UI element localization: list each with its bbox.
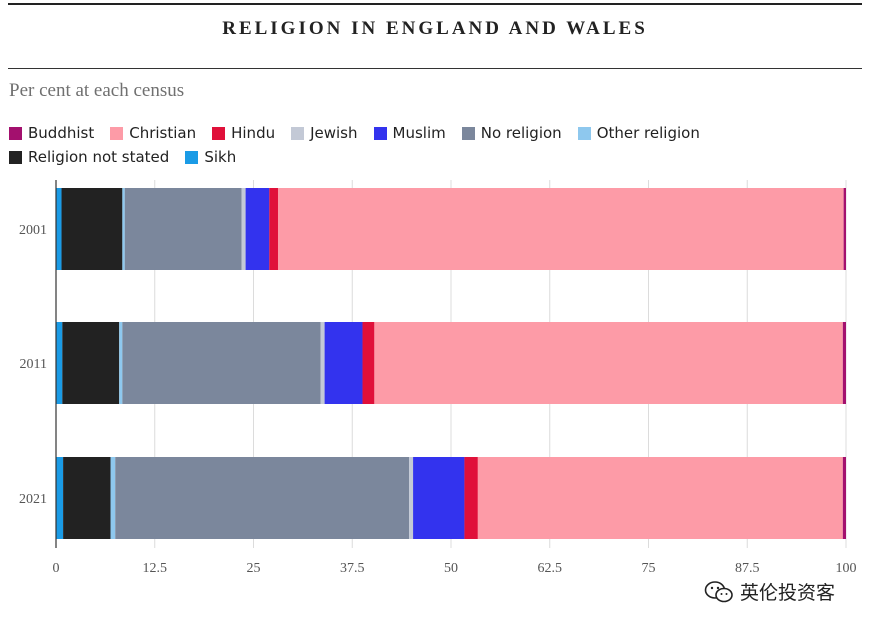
y-tick-label: 2011 bbox=[20, 357, 47, 372]
title-rule bbox=[8, 68, 862, 69]
bar-segment-2011-jewish bbox=[320, 322, 325, 404]
watermark: 英伦投资客 bbox=[700, 576, 840, 607]
legend-swatch-muslim bbox=[373, 126, 387, 140]
x-tick-label: 87.5 bbox=[735, 561, 760, 576]
legend-label: Other religion bbox=[596, 124, 700, 142]
chart-title: RELIGION IN ENGLAND AND WALES bbox=[222, 18, 648, 39]
bar-segment-2021-muslim bbox=[413, 457, 465, 539]
legend-item-other-religion: Other religion bbox=[577, 124, 700, 142]
x-tick-label: 100 bbox=[836, 561, 857, 576]
legend-item-christian: Christian bbox=[110, 124, 196, 142]
legend-swatch-buddhist bbox=[9, 126, 22, 140]
x-tick-label: 75 bbox=[642, 561, 656, 576]
legend-label: Hindu bbox=[231, 124, 276, 142]
legend-swatch-other-religion bbox=[577, 126, 591, 140]
legend-item-jewish: Jewish bbox=[291, 124, 358, 142]
watermark-text: 英伦投资客 bbox=[740, 582, 836, 604]
bar-segment-2011-other-religion bbox=[119, 322, 123, 404]
legend-label: Jewish bbox=[310, 124, 358, 142]
legend-item-muslim: Muslim bbox=[373, 124, 446, 142]
bar-segment-2021-christian bbox=[477, 457, 843, 539]
legend-swatch-christian bbox=[110, 126, 124, 140]
bar-segment-2021-other-religion bbox=[110, 457, 116, 539]
bar-segment-2001-hindu bbox=[269, 188, 278, 270]
bar-segment-2011-religion-not-stated bbox=[62, 322, 120, 404]
legend-item-sikh: Sikh bbox=[185, 148, 236, 166]
legend-label: Sikh bbox=[204, 148, 237, 166]
bar-segment-2001-religion-not-stated bbox=[61, 188, 123, 270]
legend-swatch-jewish bbox=[291, 126, 305, 140]
bar-segment-2001-buddhist bbox=[843, 188, 846, 270]
legend-item-hindu: Hindu bbox=[212, 124, 275, 142]
x-tick-label: 37.5 bbox=[340, 561, 365, 576]
legend-label: Religion not stated bbox=[28, 148, 170, 166]
legend-label: Christian bbox=[129, 124, 197, 142]
legend-swatch-sikh bbox=[185, 150, 199, 164]
legend-label: Buddhist bbox=[28, 124, 95, 142]
bar-segment-2021-hindu bbox=[464, 457, 478, 539]
bar-segment-2021-buddhist bbox=[842, 457, 846, 539]
bar-segment-2001-christian bbox=[277, 188, 844, 270]
legend-item-religion-not-stated: Religion not stated bbox=[9, 148, 169, 166]
bar-segment-2021-no-religion bbox=[115, 457, 410, 539]
chart-subtitle: Per cent at each census bbox=[9, 80, 185, 101]
bar-segment-2021-jewish bbox=[409, 457, 414, 539]
x-tick-label: 0 bbox=[53, 561, 60, 576]
legend: Buddhist Christian Hindu Jewish Muslim No rel… bbox=[9, 124, 869, 166]
y-tick-label: 2001 bbox=[19, 223, 47, 238]
legend-label: Muslim bbox=[392, 124, 446, 142]
bar-segment-2021-religion-not-stated bbox=[63, 457, 111, 539]
bar-segment-2011-no-religion bbox=[122, 322, 321, 404]
bar-segment-2001-muslim bbox=[245, 188, 270, 270]
legend-swatch-religion-not-stated bbox=[9, 150, 22, 164]
bar-segment-2021-sikh bbox=[56, 457, 64, 539]
x-tick-label: 25 bbox=[247, 561, 261, 576]
bar-segment-2001-other-religion bbox=[122, 188, 125, 270]
bar-segment-2011-muslim bbox=[324, 322, 363, 404]
x-tick-label: 62.5 bbox=[538, 561, 563, 576]
bar-segment-2011-hindu bbox=[362, 322, 375, 404]
bar-segment-2011-buddhist bbox=[842, 322, 846, 404]
legend-swatch-hindu bbox=[212, 126, 226, 140]
x-tick-label: 50 bbox=[444, 561, 458, 576]
legend-item-no-religion: No religion bbox=[461, 124, 562, 142]
wechat-icon bbox=[704, 580, 733, 602]
bar-segment-2001-jewish bbox=[241, 188, 246, 270]
legend-swatch-no-religion bbox=[461, 126, 475, 140]
bar-segment-2001-sikh bbox=[56, 188, 62, 270]
bar-segment-2011-christian bbox=[374, 322, 843, 404]
bar-segment-2001-no-religion bbox=[124, 188, 242, 270]
y-tick-label: 2021 bbox=[19, 492, 47, 507]
legend-label: No religion bbox=[480, 124, 562, 142]
bar-segment-2011-sikh bbox=[56, 322, 63, 404]
legend-item-buddhist: Buddhist bbox=[9, 124, 94, 142]
x-tick-label: 12.5 bbox=[143, 561, 168, 576]
top-rule bbox=[8, 3, 862, 5]
